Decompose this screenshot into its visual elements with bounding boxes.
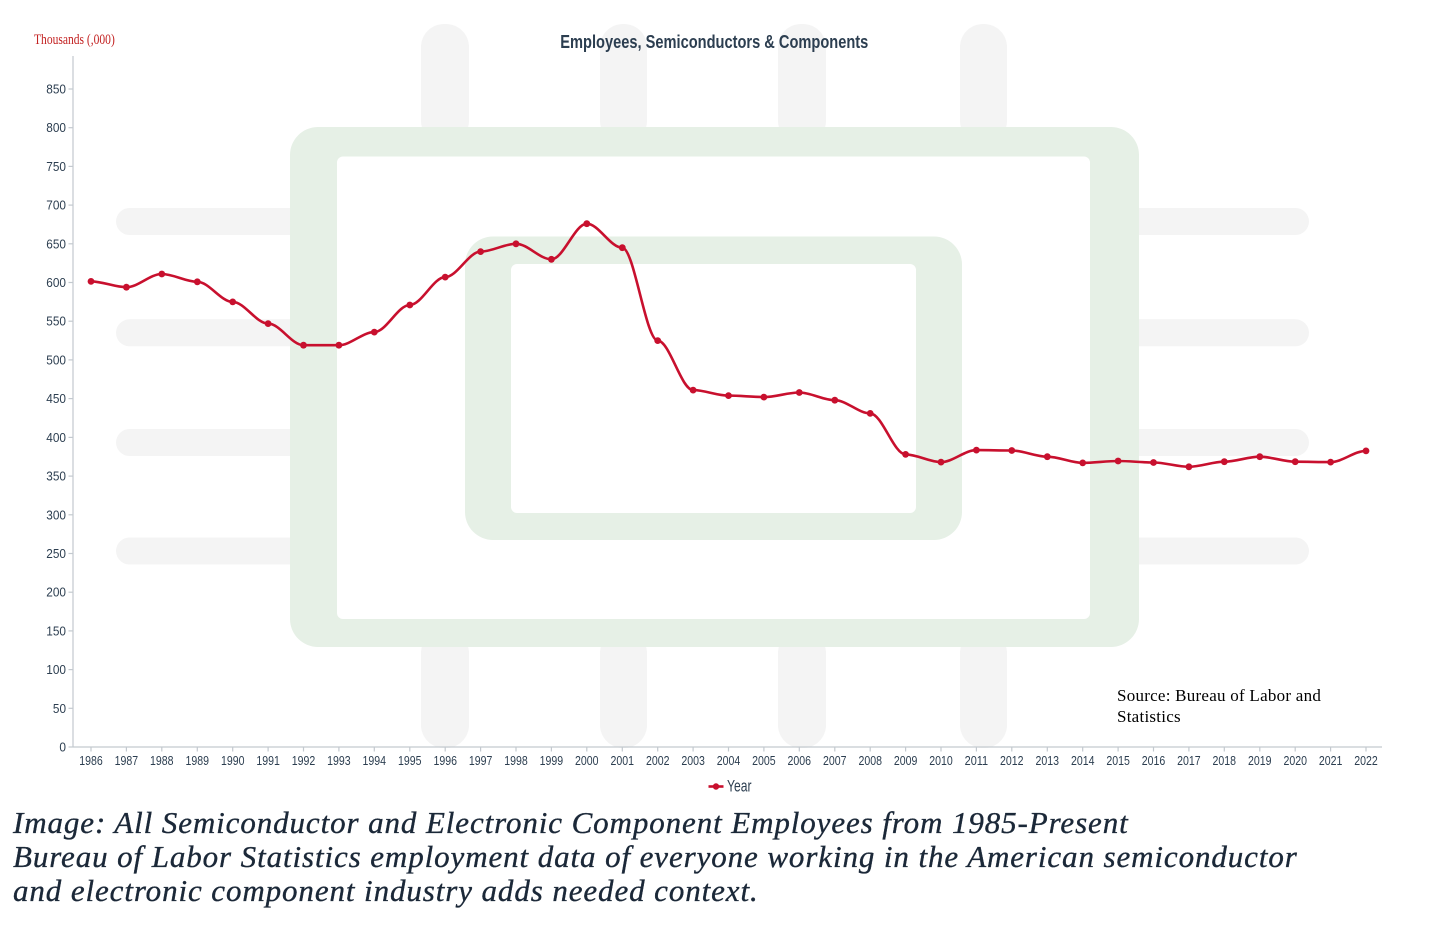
svg-text:1998: 1998 (504, 753, 528, 768)
svg-text:Employees, Semiconductors & Co: Employees, Semiconductors & Components (560, 31, 868, 52)
svg-text:2010: 2010 (929, 753, 953, 768)
svg-text:100: 100 (46, 662, 66, 677)
svg-text:850: 850 (46, 82, 66, 97)
svg-text:2018: 2018 (1213, 753, 1237, 768)
svg-text:Year: Year (727, 778, 752, 796)
svg-text:800: 800 (46, 120, 66, 135)
svg-text:1987: 1987 (115, 753, 139, 768)
svg-text:250: 250 (46, 546, 66, 561)
svg-text:400: 400 (46, 430, 66, 445)
svg-text:2017: 2017 (1177, 753, 1201, 768)
svg-text:2005: 2005 (752, 753, 776, 768)
svg-text:2022: 2022 (1354, 753, 1378, 768)
svg-text:1995: 1995 (398, 753, 422, 768)
svg-text:2014: 2014 (1071, 753, 1095, 768)
svg-text:500: 500 (46, 352, 66, 367)
svg-text:600: 600 (46, 275, 66, 290)
svg-text:2000: 2000 (575, 753, 599, 768)
svg-text:2013: 2013 (1036, 753, 1060, 768)
svg-text:2016: 2016 (1142, 753, 1166, 768)
svg-text:Thousands (,000): Thousands (,000) (34, 32, 115, 48)
svg-text:2008: 2008 (858, 753, 882, 768)
svg-text:2003: 2003 (681, 753, 705, 768)
svg-text:150: 150 (46, 623, 66, 638)
svg-text:1990: 1990 (221, 753, 245, 768)
svg-text:1989: 1989 (186, 753, 210, 768)
svg-text:2011: 2011 (965, 753, 989, 768)
svg-text:2012: 2012 (1000, 753, 1024, 768)
svg-text:1999: 1999 (540, 753, 564, 768)
svg-text:550: 550 (46, 314, 66, 329)
svg-text:2015: 2015 (1106, 753, 1130, 768)
svg-text:1992: 1992 (292, 753, 316, 768)
svg-text:200: 200 (46, 585, 66, 600)
svg-text:2006: 2006 (788, 753, 812, 768)
svg-text:2002: 2002 (646, 753, 670, 768)
svg-text:50: 50 (53, 701, 66, 716)
svg-text:2019: 2019 (1248, 753, 1272, 768)
svg-text:1996: 1996 (433, 753, 457, 768)
svg-text:300: 300 (46, 507, 66, 522)
svg-text:2021: 2021 (1319, 753, 1343, 768)
svg-text:750: 750 (46, 159, 66, 174)
svg-text:1993: 1993 (327, 753, 351, 768)
svg-text:0: 0 (59, 740, 66, 755)
svg-text:1991: 1991 (256, 753, 280, 768)
svg-text:450: 450 (46, 391, 66, 406)
svg-text:2004: 2004 (717, 753, 741, 768)
svg-text:1994: 1994 (363, 753, 387, 768)
svg-text:2007: 2007 (823, 753, 847, 768)
svg-text:2009: 2009 (894, 753, 918, 768)
svg-text:1997: 1997 (469, 753, 493, 768)
svg-text:1988: 1988 (150, 753, 174, 768)
svg-text:350: 350 (46, 469, 66, 484)
svg-text:650: 650 (46, 236, 66, 251)
svg-text:1986: 1986 (79, 753, 103, 768)
svg-text:2020: 2020 (1283, 753, 1307, 768)
svg-text:700: 700 (46, 198, 66, 213)
svg-text:2001: 2001 (611, 753, 635, 768)
